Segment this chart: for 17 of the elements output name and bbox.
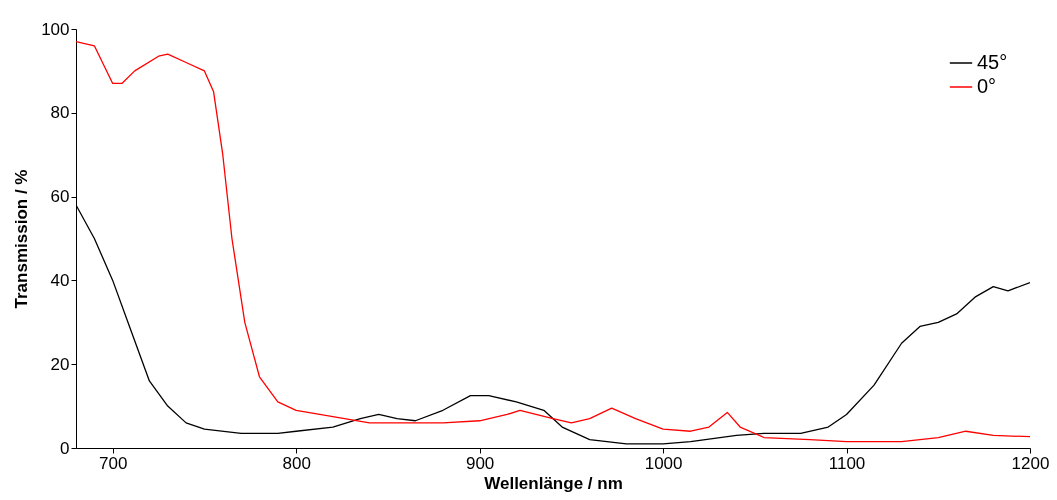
x-tick-label: 1100: [828, 453, 866, 473]
x-tick-label: 1200: [1011, 453, 1050, 473]
y-tick-label: 100: [41, 19, 70, 39]
legend-label: 0°: [977, 75, 997, 97]
x-tick-label: 1000: [644, 453, 683, 473]
line-series: [76, 40, 1030, 443]
legend-label: 45°: [977, 51, 1008, 73]
x-tick-label: 700: [99, 453, 128, 473]
y-tick-label: 40: [50, 270, 70, 290]
x-axis-title: Wellenlänge / nm: [484, 473, 623, 493]
x-tick-label: 900: [465, 453, 495, 473]
x-tick-label: 800: [282, 453, 311, 473]
y-tick-label: 20: [50, 354, 70, 374]
y-tick-label: 60: [50, 187, 70, 207]
y-axis-title: Transmission / %: [12, 169, 32, 309]
y-tick-label: 80: [50, 103, 70, 123]
y-tick-label: 0: [60, 438, 70, 458]
